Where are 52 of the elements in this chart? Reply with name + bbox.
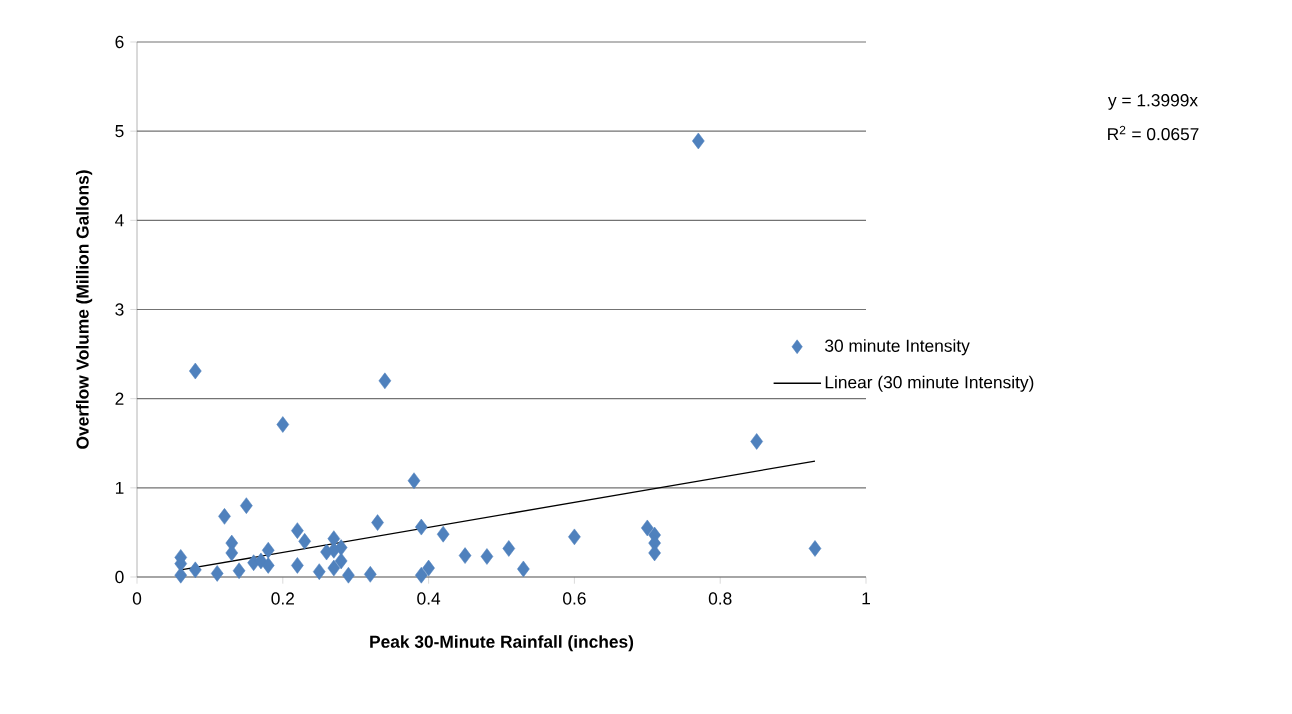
point: [458, 547, 472, 564]
point: [261, 541, 275, 559]
legend-label: 30 minute Intensity: [825, 339, 970, 356]
point: [641, 519, 654, 537]
point: [261, 557, 275, 574]
y-tick-label: 5: [115, 125, 124, 138]
y-tick-label: 0: [115, 570, 124, 584]
point: [480, 548, 494, 565]
y-tick-label: 2: [115, 392, 124, 405]
point: [415, 566, 428, 584]
point: [407, 472, 421, 489]
y-tick-label: 3: [115, 303, 124, 316]
point: [502, 540, 516, 557]
y-tick-label: 4: [115, 214, 124, 227]
point: [371, 514, 384, 531]
point: [808, 540, 822, 557]
x-tick-label: 1: [862, 592, 870, 605]
point: [240, 497, 253, 514]
point: [298, 533, 311, 550]
x-tick-label: 0.2: [271, 592, 294, 605]
point: [436, 525, 450, 543]
x-tick-label: 0.4: [417, 592, 441, 605]
point: [232, 562, 246, 580]
point: [334, 552, 348, 570]
point: [327, 559, 341, 577]
y-axis-title: Overflow Volume (Million Gallons): [76, 170, 93, 449]
point: [517, 560, 530, 578]
point: [750, 433, 763, 450]
y-tick-label: 6: [115, 35, 124, 49]
point: [276, 416, 290, 433]
legend-label: Linear (30 minute Intensity): [825, 375, 1034, 392]
point: [415, 518, 428, 536]
point: [291, 557, 304, 574]
text: R$^{2}$ = 0.0657: [1108, 125, 1199, 141]
point: [364, 566, 377, 583]
point: [422, 559, 435, 577]
point: [312, 563, 326, 580]
point: [189, 362, 202, 380]
x-tick-label: 0.8: [708, 592, 732, 605]
x-tick-label: 0: [132, 592, 142, 605]
point: [291, 522, 304, 539]
point: [189, 561, 202, 579]
y-tick-label: 1: [115, 481, 124, 494]
x-tick-label: 0.6: [563, 592, 586, 605]
point: [210, 565, 224, 582]
point: [378, 372, 392, 390]
point: [692, 132, 705, 150]
point: [568, 528, 581, 546]
text: y = 1.3999x: [1108, 94, 1198, 110]
x-axis-title: Peak 30-Minute Rainfall (inches): [370, 635, 634, 652]
point: [342, 566, 355, 584]
point: [218, 508, 231, 525]
